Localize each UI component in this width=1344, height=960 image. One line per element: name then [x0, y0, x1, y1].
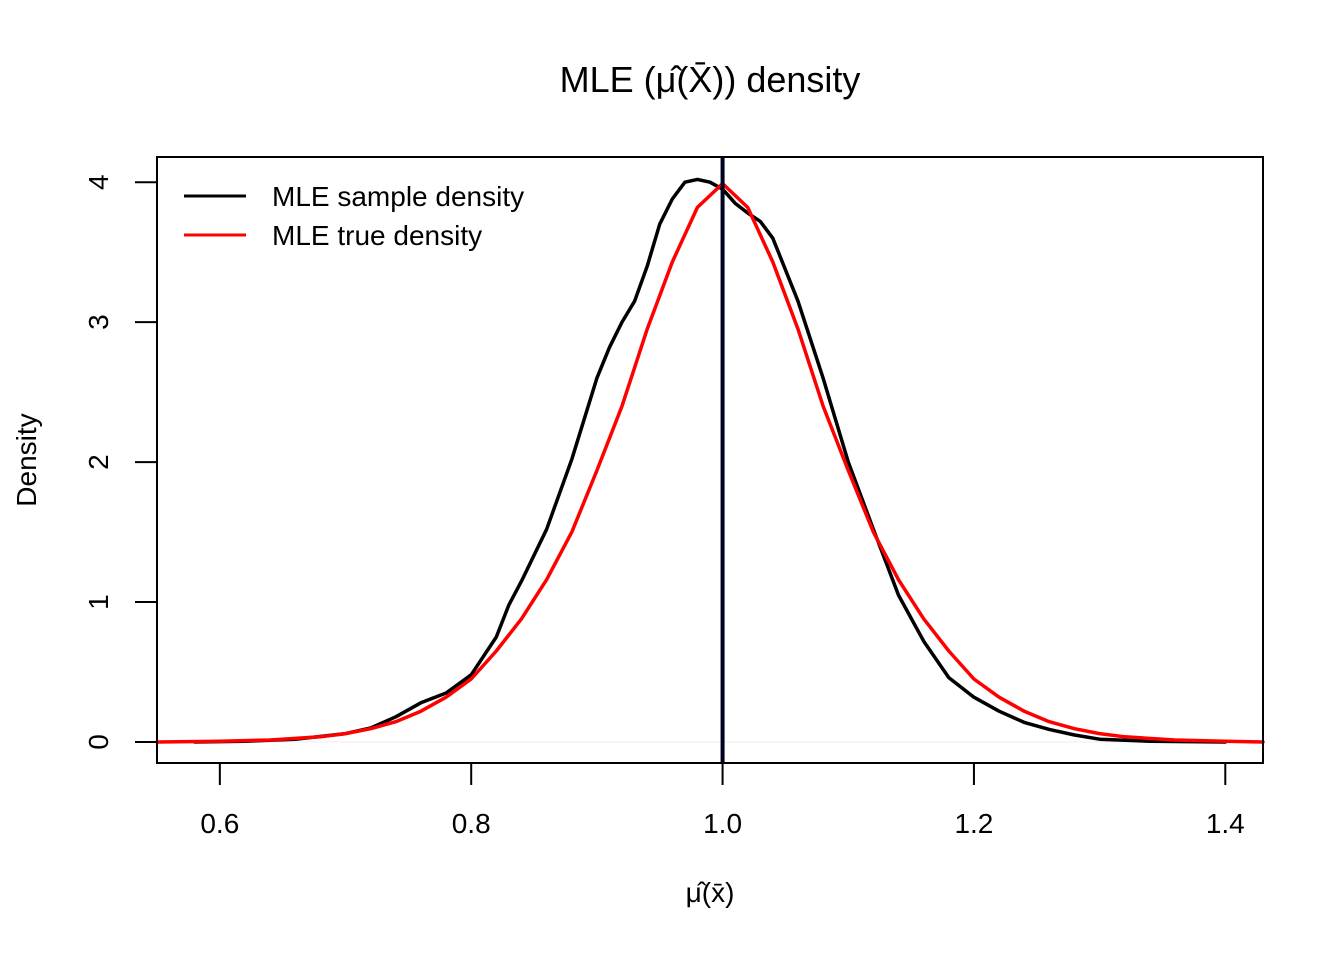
x-tick-label: 1.0	[703, 808, 742, 839]
series-line-sample-density	[192, 177, 1228, 744]
y-axis-label: Density	[11, 413, 42, 506]
legend-label-sample: MLE sample density	[272, 181, 524, 212]
y-tick-label: 2	[83, 454, 114, 470]
chart-title: MLE (μ̂(X̄)) density	[560, 59, 861, 100]
x-tick-label: 1.2	[954, 808, 993, 839]
x-tick-label: 1.4	[1206, 808, 1245, 839]
y-tick-label: 3	[83, 314, 114, 330]
legend-label-true: MLE true density	[272, 220, 482, 251]
y-tick-label: 4	[83, 174, 114, 190]
y-tick-label: 1	[83, 594, 114, 610]
series-line-true-density	[155, 181, 1265, 744]
plot-lines	[155, 157, 1265, 763]
y-axis: 0 1 2 3 4	[83, 174, 158, 750]
legend: MLE sample density MLE true density	[184, 181, 524, 251]
y-tick-label: 0	[83, 734, 114, 750]
x-tick-label: 0.6	[200, 808, 239, 839]
x-axis: 0.6 0.8 1.0 1.2 1.4	[200, 762, 1245, 839]
x-axis-label: μ̂(x̄)	[686, 877, 735, 908]
x-tick-label: 0.8	[452, 808, 491, 839]
